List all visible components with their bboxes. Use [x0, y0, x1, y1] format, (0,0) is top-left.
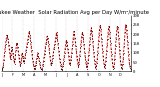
Title: Milwaukee Weather  Solar Radiation Avg per Day W/m²/minute: Milwaukee Weather Solar Radiation Avg pe… — [0, 10, 149, 15]
